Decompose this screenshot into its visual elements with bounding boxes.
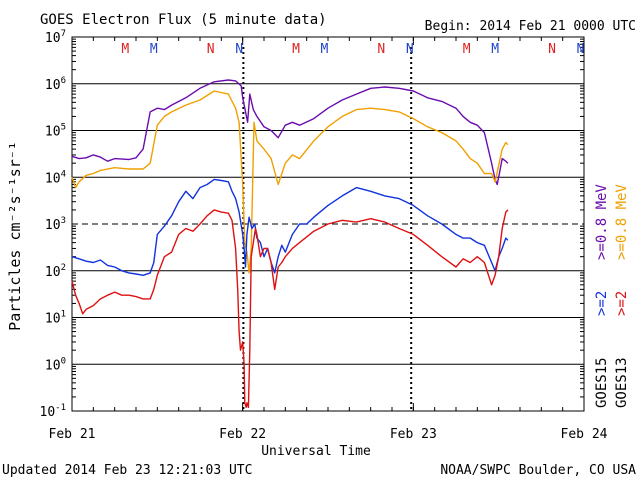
updated-timestamp: Updated 2014 Feb 23 12:21:03 UTC bbox=[2, 463, 252, 478]
series-line bbox=[71, 209, 509, 408]
mn-marker: M bbox=[150, 42, 158, 57]
mn-marker: N bbox=[548, 42, 556, 57]
mn-marker: N bbox=[235, 42, 243, 57]
legend-item: >=2 bbox=[614, 291, 630, 316]
y-tick-label: 10-1 bbox=[40, 403, 67, 420]
legend-item: >=0.8 MeV bbox=[594, 184, 610, 260]
y-axis-label: Particles cm⁻²s⁻¹sr⁻¹ bbox=[6, 141, 24, 331]
mn-marker: M bbox=[292, 42, 300, 57]
mn-marker: M bbox=[491, 42, 499, 57]
mn-marker: N bbox=[207, 42, 215, 57]
x-tick-label: Feb 21 bbox=[49, 427, 96, 442]
x-tick-label: Feb 24 bbox=[561, 427, 608, 442]
y-tick-label: 100 bbox=[45, 356, 66, 373]
mn-marker: M bbox=[121, 42, 129, 57]
series-line bbox=[71, 90, 509, 274]
x-axis-label: Universal Time bbox=[261, 444, 371, 459]
y-tick-label: 102 bbox=[45, 263, 66, 280]
mn-marker: N bbox=[406, 42, 414, 57]
legend-group-label: GOES15 bbox=[594, 357, 610, 408]
y-tick-label: 107 bbox=[45, 29, 66, 46]
mn-marker: M bbox=[321, 42, 329, 57]
y-tick-label: 105 bbox=[45, 123, 66, 140]
x-tick-label: Feb 23 bbox=[390, 427, 437, 442]
legend-group-label: GOES13 bbox=[614, 357, 630, 408]
mn-marker: N bbox=[377, 42, 385, 57]
mn-marker: N bbox=[577, 42, 585, 57]
y-tick-label: 101 bbox=[45, 310, 66, 327]
legend-item: >=0.8 MeV bbox=[614, 184, 630, 260]
begin-label: Begin: 2014 Feb 21 0000 UTC bbox=[425, 19, 636, 34]
chart-title: GOES Electron Flux (5 minute data) bbox=[40, 12, 327, 28]
credit-label: NOAA/SWPC Boulder, CO USA bbox=[440, 463, 636, 478]
legend-item: >=2 bbox=[594, 291, 610, 316]
y-tick-label: 103 bbox=[45, 216, 66, 233]
mn-marker: M bbox=[463, 42, 471, 57]
series-line bbox=[71, 79, 509, 186]
series-line bbox=[71, 178, 509, 276]
y-tick-label: 104 bbox=[45, 169, 66, 186]
y-tick-label: 106 bbox=[45, 76, 66, 93]
x-tick-label: Feb 22 bbox=[219, 427, 266, 442]
